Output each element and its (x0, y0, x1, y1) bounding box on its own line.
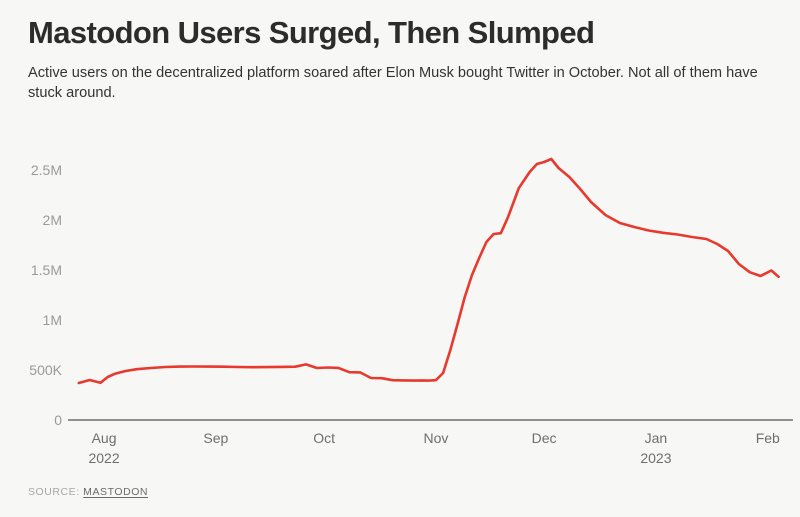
y-axis-tick-labels: 0 500K 1M 1.5M 2M 2.5M (0, 128, 62, 428)
x-axis-tick-feb: Feb (756, 428, 780, 448)
y-axis-tick-2.5M: 2.5M (30, 162, 62, 178)
x-axis-tick-month: Nov (423, 430, 449, 446)
x-axis-tick-month: Feb (755, 430, 780, 446)
x-axis-tick-year: 2022 (88, 450, 120, 467)
y-axis-tick-1M: 1M (42, 312, 62, 328)
x-axis-tick-labels: Aug 2022 Sep Oct Nov Dec Jan 2023 Feb (0, 428, 800, 474)
x-axis-tick-dec: Dec (532, 428, 557, 448)
headline-block: Mastodon Users Surged, Then Slumped Acti… (28, 15, 778, 104)
x-axis-tick-month: Sep (203, 430, 229, 446)
source-label: SOURCE: (28, 486, 80, 498)
x-axis-tick-oct: Oct (313, 428, 335, 448)
x-axis-tick-month: Oct (313, 430, 335, 446)
x-axis-tick-nov: Nov (423, 428, 448, 448)
x-axis-tick-month: Dec (531, 430, 557, 446)
chart-subtitle: Active users on the decentralized platfo… (28, 64, 758, 102)
y-axis-tick-1.5M: 1.5M (30, 262, 62, 278)
y-axis-tick-500K: 500K (29, 362, 62, 378)
x-axis-tick-month: Aug (91, 430, 117, 446)
plot-area (0, 128, 800, 428)
source-note: SOURCE: MASTODON (28, 486, 148, 498)
y-axis-tick-2M: 2M (42, 212, 62, 228)
x-axis-tick-year: 2023 (640, 450, 672, 467)
x-axis-tick-aug: Aug 2022 (88, 428, 119, 469)
source-link[interactable]: MASTODON (83, 486, 149, 498)
series-line-monthly-active-users (77, 157, 780, 385)
page-title: Mastodon Users Surged, Then Slumped (28, 15, 595, 50)
x-axis-tick-month: Jan (644, 430, 668, 446)
x-axis-tick-sep: Sep (203, 428, 228, 448)
line-chart-svg (68, 157, 793, 421)
x-axis-tick-jan: Jan 2023 (640, 428, 671, 469)
y-axis-tick-0: 0 (54, 412, 62, 428)
